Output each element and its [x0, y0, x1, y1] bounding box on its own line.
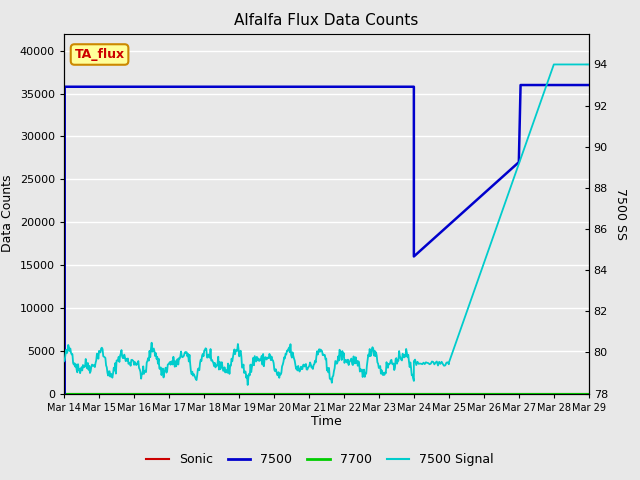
Title: Alfalfa Flux Data Counts: Alfalfa Flux Data Counts	[234, 13, 419, 28]
Y-axis label: 7500 SS: 7500 SS	[614, 188, 627, 240]
Text: TA_flux: TA_flux	[74, 48, 125, 61]
X-axis label: Time: Time	[311, 415, 342, 429]
Y-axis label: Data Counts: Data Counts	[1, 175, 14, 252]
Legend: Sonic, 7500, 7700, 7500 Signal: Sonic, 7500, 7700, 7500 Signal	[141, 448, 499, 471]
